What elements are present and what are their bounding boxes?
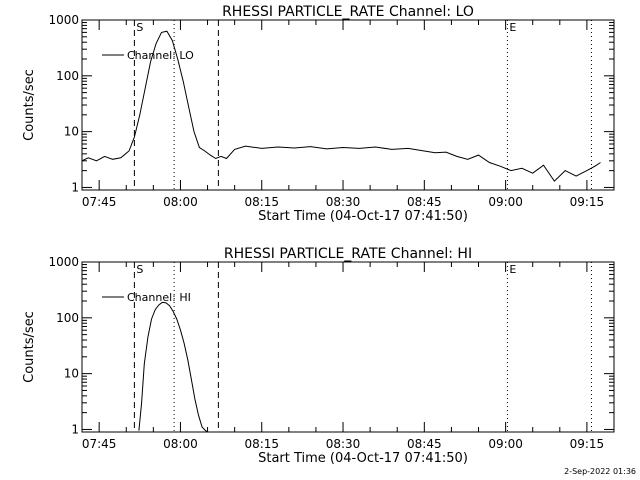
- y-tick-label: 10: [64, 125, 79, 139]
- lo-channel-panel: RHESSI PARTICLE_RATE Channel: LO 07:45 08:…: [22, 4, 615, 224]
- y-tick-label: 1000: [48, 255, 79, 269]
- x-tick-label: 08:15: [244, 195, 279, 209]
- y-tick-label: 10: [64, 367, 79, 381]
- x-axis-label: Start Time (04-Oct-17 07:41:50): [258, 451, 468, 466]
- x-tick-label: 08:30: [326, 195, 361, 209]
- marker-e-label: E: [509, 263, 516, 276]
- plot-frame: [81, 19, 615, 191]
- x-axis-label: Start Time (04-Oct-17 07:41:50): [258, 209, 468, 224]
- marker-s-label: S: [136, 263, 143, 276]
- x-tick-label: 07:45: [82, 195, 117, 209]
- x-tick-label: 09:00: [488, 195, 523, 209]
- x-tick-label: 08:30: [326, 437, 361, 451]
- y-tick-label: 100: [56, 311, 79, 325]
- legend-label: Channel: HI: [127, 291, 191, 304]
- chart-title: RHESSI PARTICLE_RATE Channel: LO: [222, 4, 474, 20]
- chart-title: RHESSI PARTICLE_RATE Channel: HI: [224, 246, 472, 262]
- marker-s-label: S: [136, 21, 143, 34]
- x-tick-label: 08:00: [163, 437, 198, 451]
- x-tick-label: 09:15: [570, 195, 605, 209]
- x-tick-label: 08:45: [407, 437, 442, 451]
- x-tick-label: 07:45: [82, 437, 117, 451]
- legend-label: Channel: LO: [127, 49, 194, 62]
- plot-frame: [81, 261, 615, 433]
- series-line: [82, 30, 601, 182]
- hi-channel-panel: RHESSI PARTICLE_RATE Channel: HI 07:45 08:…: [22, 246, 615, 466]
- y-axis-label: Counts/sec: [22, 311, 37, 383]
- y-tick-label: 1: [71, 422, 79, 436]
- x-tick-label: 09:00: [488, 437, 523, 451]
- series-line: [138, 301, 208, 432]
- x-tick-label: 08:00: [163, 195, 198, 209]
- y-tick-label: 1: [71, 180, 79, 194]
- marker-e-label: E: [509, 21, 516, 34]
- y-axis-label: Counts/sec: [22, 69, 37, 141]
- x-tick-label: 08:45: [407, 195, 442, 209]
- x-tick-label: 09:15: [570, 437, 605, 451]
- y-tick-label: 1000: [48, 13, 79, 27]
- x-tick-label: 08:15: [244, 437, 279, 451]
- footer-timestamp: 2-Sep-2022 01:36: [564, 467, 636, 476]
- y-tick-label: 100: [56, 69, 79, 83]
